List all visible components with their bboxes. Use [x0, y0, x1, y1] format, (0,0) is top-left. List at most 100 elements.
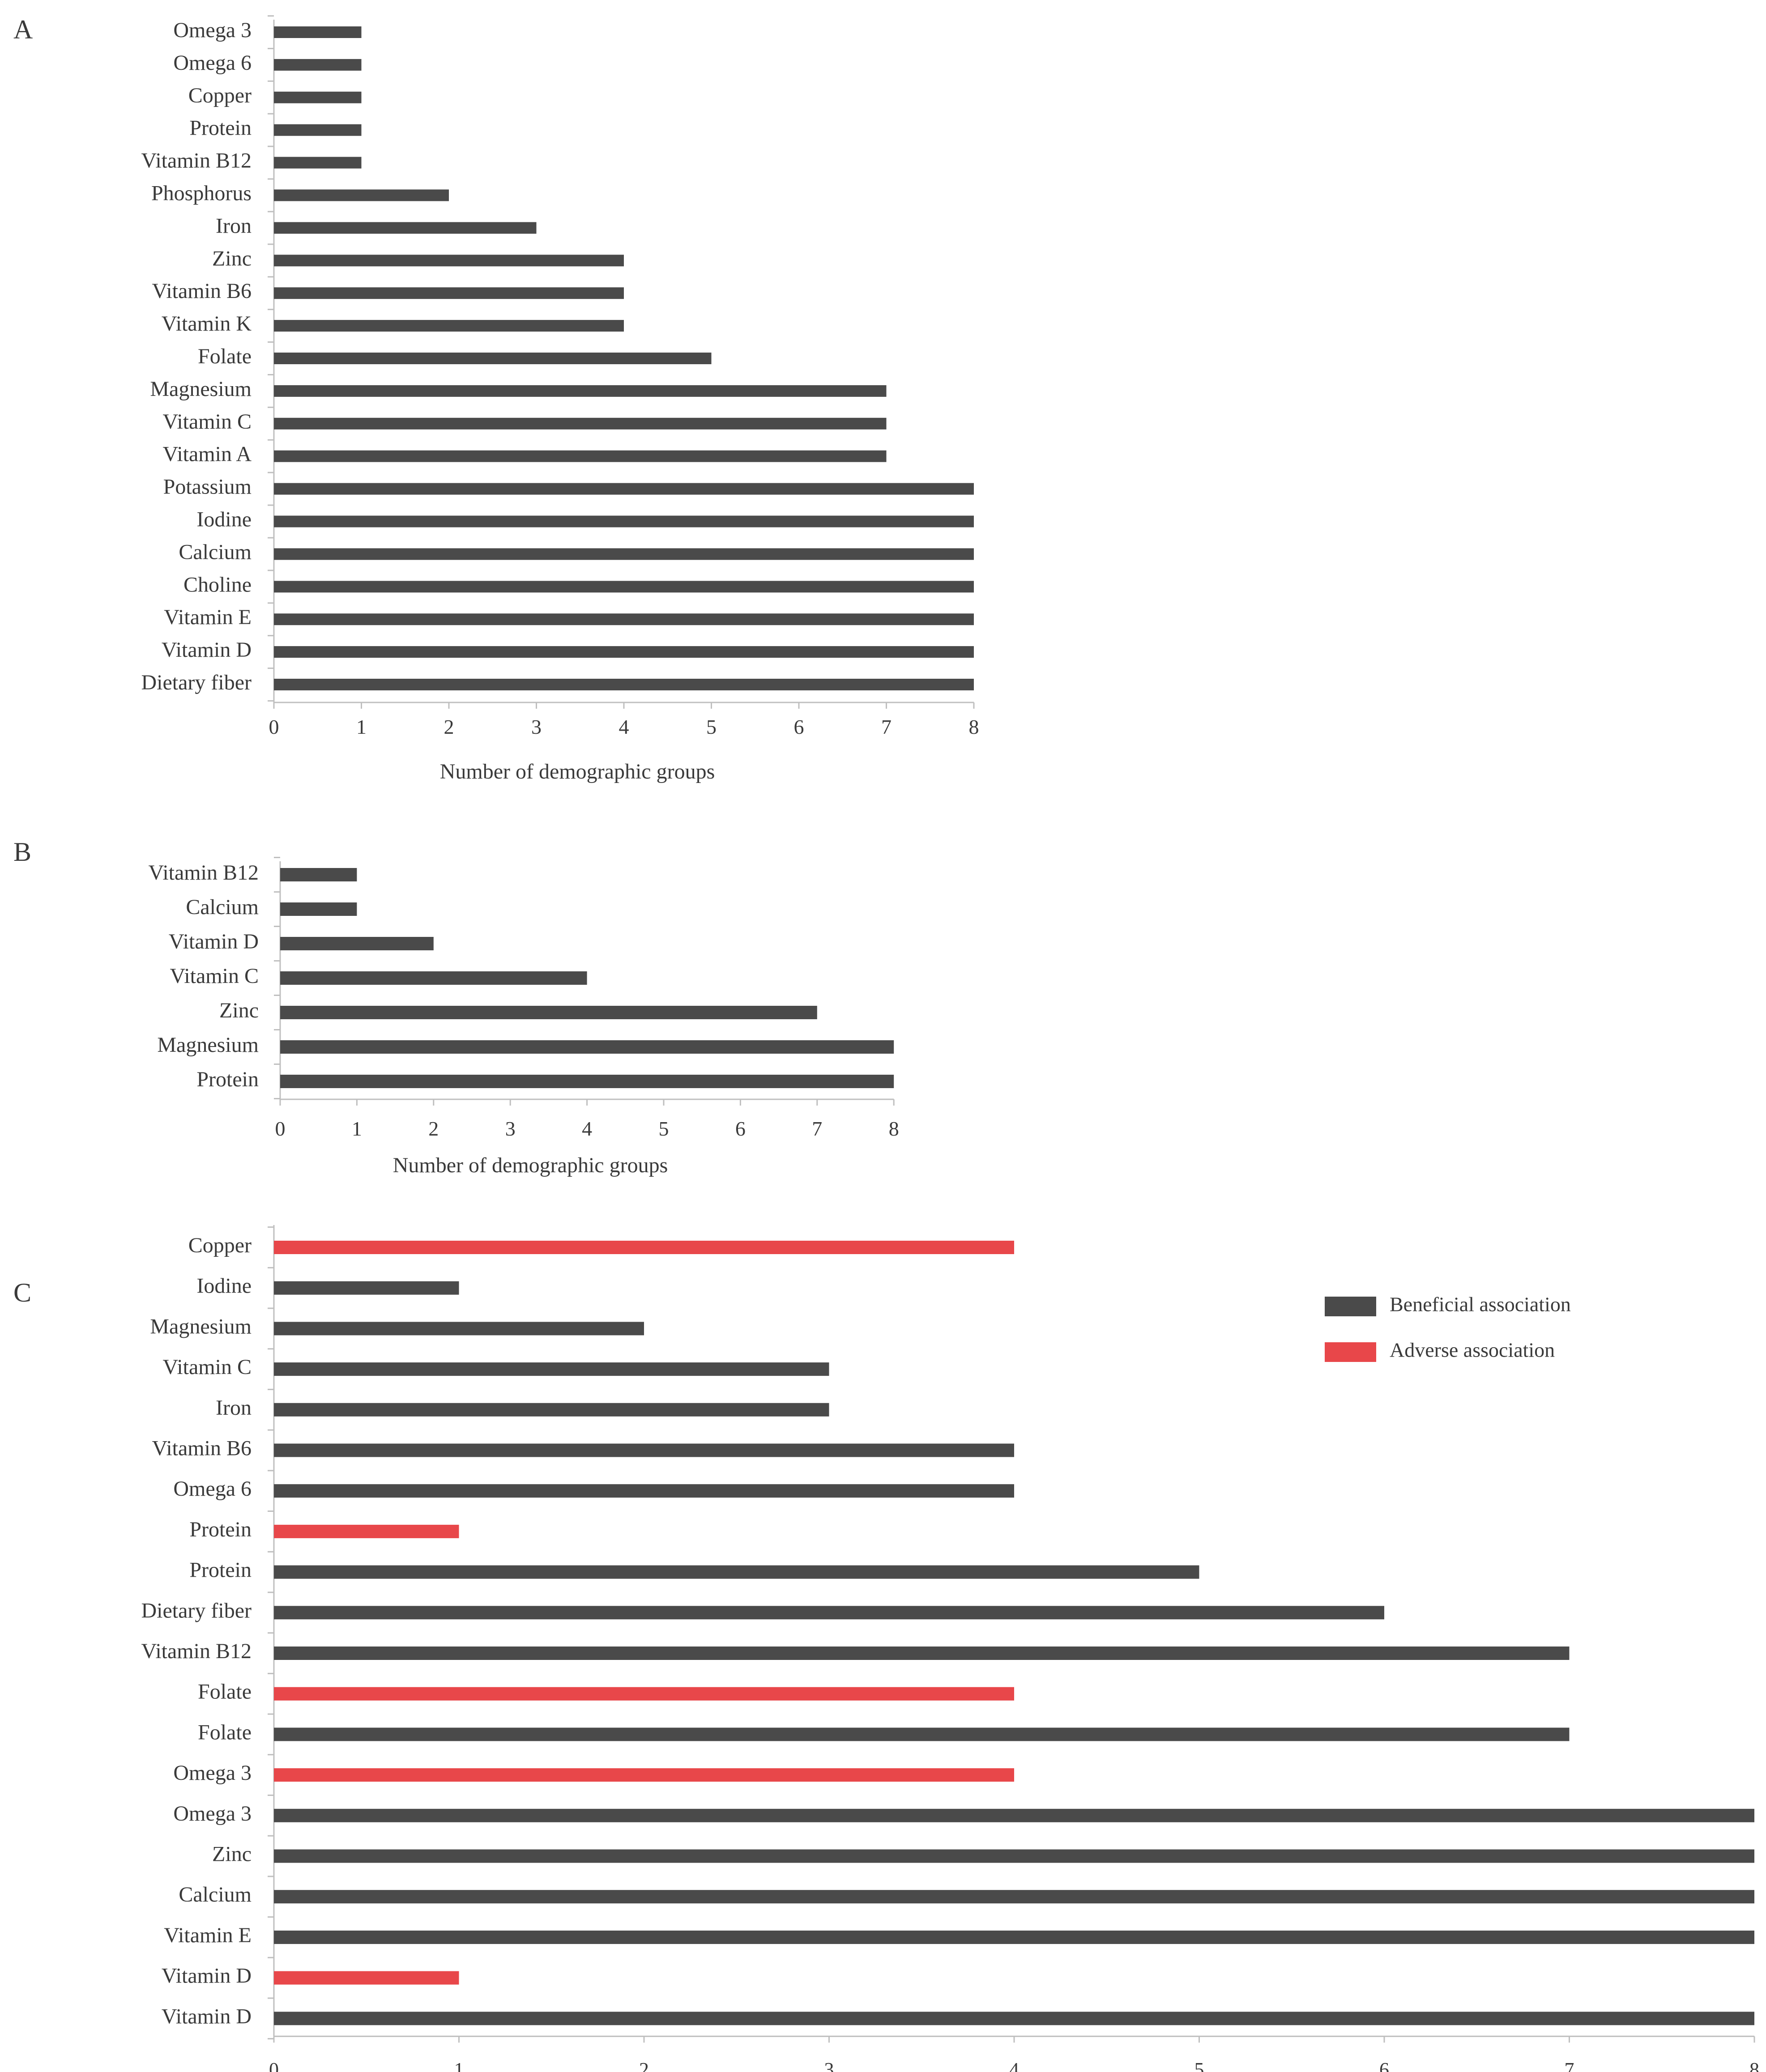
x-tick-label: 8 [889, 1117, 899, 1140]
bar [274, 222, 537, 234]
x-tick-label: 4 [1009, 2059, 1019, 2072]
x-tick-label: 7 [812, 1117, 822, 1140]
category-label: Vitamin B6 [152, 1437, 252, 1460]
category-label: Magnesium [150, 1315, 252, 1338]
bar [274, 1930, 1754, 1944]
category-label: Vitamin D [162, 638, 252, 662]
category-label: Omega 3 [173, 1761, 252, 1785]
category-label: Omega 6 [173, 1477, 252, 1501]
panel-label: C [13, 1278, 31, 1307]
x-tick-label: 1 [352, 1117, 362, 1140]
category-label: Vitamin E [164, 605, 252, 629]
bar [274, 26, 362, 38]
bar [274, 1443, 1014, 1457]
bar [274, 1890, 1754, 1904]
x-tick-label: 2 [444, 715, 454, 738]
category-label: Dietary fiber [141, 671, 252, 694]
x-tick-label: 0 [275, 1117, 286, 1140]
bar [280, 937, 434, 950]
x-tick-label: 1 [454, 2059, 464, 2072]
x-tick-label: 8 [1749, 2059, 1759, 2072]
category-label: Vitamin D [162, 2004, 252, 2028]
category-label: Choline [183, 573, 252, 596]
bar [274, 255, 624, 267]
x-tick-label: 5 [706, 715, 717, 738]
x-tick-label: 3 [505, 1117, 516, 1140]
category-label: Vitamin D [162, 1964, 252, 1988]
bar [274, 450, 887, 462]
bar [274, 417, 887, 430]
category-label: Protein [189, 1558, 252, 1582]
legend-label-adverse: Adverse association [1390, 1339, 1555, 1361]
category-label: Omega 3 [173, 18, 252, 42]
x-tick-label: 2 [639, 2059, 649, 2072]
bar [274, 385, 887, 397]
category-label: Calcium [179, 540, 252, 564]
legend-swatch-beneficial [1325, 1297, 1376, 1316]
category-label: Vitamin C [163, 410, 252, 434]
category-label: Iodine [196, 508, 252, 532]
category-label: Vitamin A [163, 442, 252, 466]
category-label: Iron [216, 214, 252, 238]
category-label: Folate [198, 1680, 252, 1704]
bar [274, 59, 362, 71]
bar [274, 91, 362, 103]
bar [274, 1647, 1570, 1660]
x-tick-label: 6 [794, 715, 804, 738]
legend: Beneficial association Adverse associatio… [1325, 1293, 1571, 1362]
x-tick-label: 5 [659, 1117, 669, 1140]
panel-label: A [13, 15, 33, 44]
category-label: Zinc [212, 247, 252, 270]
x-tick-label: 6 [735, 1117, 746, 1140]
category-label: Copper [188, 84, 252, 107]
x-tick-label: 4 [619, 715, 629, 738]
bar-adverse [274, 1241, 1014, 1254]
bar [274, 287, 624, 299]
bar [274, 124, 362, 136]
category-label: Zinc [212, 1842, 252, 1866]
category-label: Magnesium [157, 1033, 259, 1057]
bar [274, 1849, 1754, 1863]
category-label: Vitamin D [169, 930, 259, 953]
x-axis-label: Number of demographic groups [393, 1153, 668, 1177]
category-label: Protein [189, 116, 252, 140]
category-label: Dietary fiber [141, 1599, 252, 1622]
category-label: Omega 6 [173, 51, 252, 75]
x-tick-label: 7 [881, 715, 892, 738]
category-label: Calcium [186, 895, 259, 919]
category-label: Potassium [163, 475, 252, 499]
bar-adverse [274, 1687, 1014, 1701]
bar [274, 1808, 1754, 1822]
x-tick-label: 5 [1194, 2059, 1204, 2072]
category-label: Omega 3 [173, 1802, 252, 1825]
bar-adverse [274, 1524, 459, 1538]
bar [274, 1281, 459, 1295]
x-tick-label: 2 [428, 1117, 439, 1140]
bar [274, 613, 974, 625]
category-label: Folate [198, 1720, 252, 1744]
bar [274, 646, 974, 658]
category-label: Iodine [196, 1274, 252, 1298]
bar [274, 483, 974, 495]
bar [274, 1362, 829, 1376]
x-axis-label: Number of demographic groups [440, 760, 715, 783]
x-tick-label: 3 [824, 2059, 834, 2072]
bar [274, 1403, 829, 1417]
bar [274, 2012, 1754, 2025]
bar [274, 548, 974, 560]
x-tick-label: 4 [582, 1117, 592, 1140]
bar [274, 1727, 1570, 1741]
bar-adverse [274, 1971, 459, 1985]
category-label: Vitamin B12 [149, 861, 259, 885]
category-label: Vitamin C [170, 964, 259, 988]
bar [280, 971, 587, 985]
panel-a: A 0 1 2 3 4 5 6 7 8 Omega 3 Omega 6 Copper Protein Vit… [13, 15, 979, 783]
x-tick-label: 3 [531, 715, 542, 738]
bar [274, 189, 449, 201]
bar [274, 1322, 644, 1336]
category-label: Vitamin E [164, 1923, 252, 1947]
category-label: Vitamin B6 [152, 279, 252, 303]
bar-adverse [274, 1768, 1014, 1782]
x-tick-label: 7 [1565, 2059, 1574, 2072]
bar [274, 320, 624, 332]
